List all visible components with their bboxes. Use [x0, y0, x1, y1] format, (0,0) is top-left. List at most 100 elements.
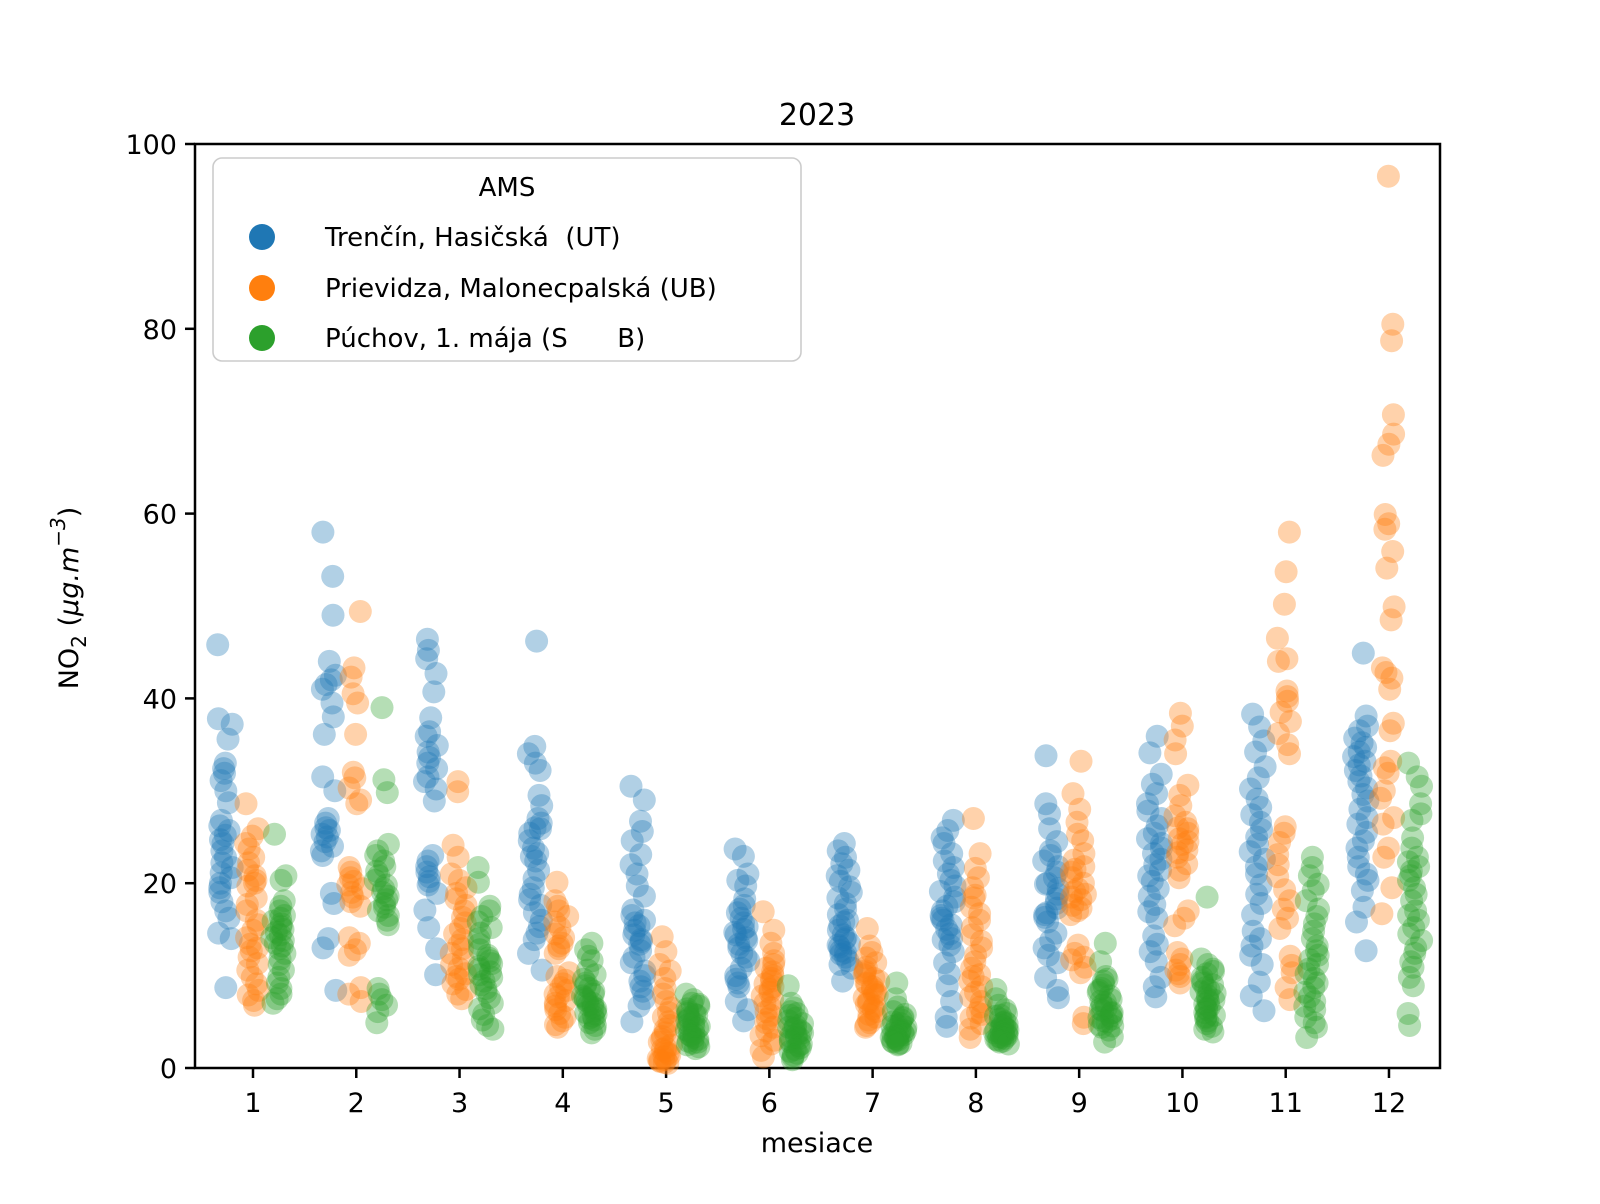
data-point	[527, 915, 551, 939]
data-point	[631, 979, 655, 1003]
data-point	[1306, 872, 1330, 896]
data-point	[854, 1014, 878, 1037]
data-point	[206, 633, 230, 657]
data-point	[1087, 1006, 1111, 1030]
data-point	[891, 1005, 915, 1029]
data-point	[622, 945, 646, 969]
data-point	[1144, 950, 1168, 974]
data-point	[547, 899, 571, 923]
data-point	[737, 949, 761, 973]
data-point	[207, 921, 231, 945]
data-point	[349, 990, 373, 1013]
x-tick-label: 7	[864, 1088, 881, 1119]
data-point	[657, 1010, 681, 1034]
data-point	[310, 677, 334, 701]
data-point	[677, 1007, 701, 1031]
data-point	[209, 769, 233, 793]
data-point	[758, 980, 782, 1004]
data-point	[365, 1011, 389, 1035]
data-point	[962, 886, 986, 910]
data-point	[966, 1001, 989, 1025]
data-point	[574, 988, 597, 1012]
data-point	[584, 997, 608, 1021]
data-point	[621, 898, 645, 922]
data-point	[1356, 714, 1379, 738]
data-point	[547, 937, 571, 961]
data-point	[1203, 981, 1227, 1005]
data-point	[1170, 947, 1194, 971]
data-point	[1403, 876, 1426, 900]
data-point	[263, 822, 286, 846]
data-point	[942, 890, 966, 914]
data-point	[376, 832, 400, 856]
data-point	[1306, 943, 1330, 967]
data-point	[272, 889, 296, 913]
data-point	[1061, 782, 1085, 806]
data-point	[1407, 855, 1431, 879]
data-point	[234, 832, 258, 855]
data-point	[1252, 999, 1276, 1023]
data-point	[476, 946, 500, 970]
data-point	[1145, 906, 1169, 930]
data-point	[826, 933, 850, 957]
x-tick-label: 4	[554, 1088, 571, 1119]
data-point	[857, 1002, 881, 1026]
data-point	[474, 980, 498, 1004]
data-point	[1278, 889, 1302, 913]
data-point	[931, 928, 955, 952]
data-point	[1409, 802, 1433, 826]
data-point	[1356, 868, 1380, 892]
data-point	[1239, 943, 1263, 967]
data-point	[1099, 1002, 1123, 1025]
data-point	[943, 874, 967, 898]
data-point	[1063, 880, 1086, 903]
data-point	[653, 966, 677, 990]
data-point	[834, 945, 858, 969]
data-point	[1248, 715, 1272, 739]
data-point	[310, 822, 334, 846]
data-point	[854, 971, 878, 995]
data-point	[1347, 855, 1371, 879]
data-point	[1300, 856, 1324, 879]
data-point	[555, 978, 579, 1002]
data-point	[889, 1008, 913, 1032]
data-point	[831, 923, 855, 947]
data-point	[675, 997, 699, 1021]
data-point	[894, 1015, 918, 1039]
data-point	[734, 926, 758, 950]
data-point	[1382, 806, 1406, 830]
data-point	[856, 1008, 880, 1032]
data-point	[1168, 971, 1192, 995]
data-point	[935, 1014, 959, 1038]
data-point	[785, 1026, 808, 1049]
data-point	[340, 880, 364, 904]
data-point	[1244, 740, 1268, 764]
data-point	[243, 993, 266, 1017]
data-point	[726, 971, 750, 995]
data-point	[1071, 1012, 1095, 1036]
data-point	[888, 1020, 912, 1044]
data-point	[1142, 821, 1166, 845]
data-point	[1266, 649, 1290, 673]
data-point	[833, 928, 857, 952]
data-point	[1066, 899, 1090, 923]
data-point	[995, 1012, 1019, 1036]
data-point	[1091, 999, 1115, 1023]
data-point	[451, 905, 474, 929]
data-point	[1351, 641, 1375, 665]
data-point	[1271, 897, 1295, 921]
data-point	[1350, 731, 1374, 755]
data-point	[1275, 647, 1299, 671]
data-point	[1072, 1005, 1096, 1029]
data-point	[1035, 871, 1059, 895]
data-point	[995, 1022, 1019, 1046]
data-point	[627, 914, 651, 938]
data-point	[881, 1029, 904, 1053]
data-point	[481, 1017, 505, 1041]
data-point	[648, 1050, 672, 1073]
data-point	[963, 883, 987, 907]
data-point	[727, 975, 751, 999]
data-point	[674, 982, 698, 1006]
data-point	[659, 996, 683, 1020]
data-point	[1272, 821, 1296, 845]
